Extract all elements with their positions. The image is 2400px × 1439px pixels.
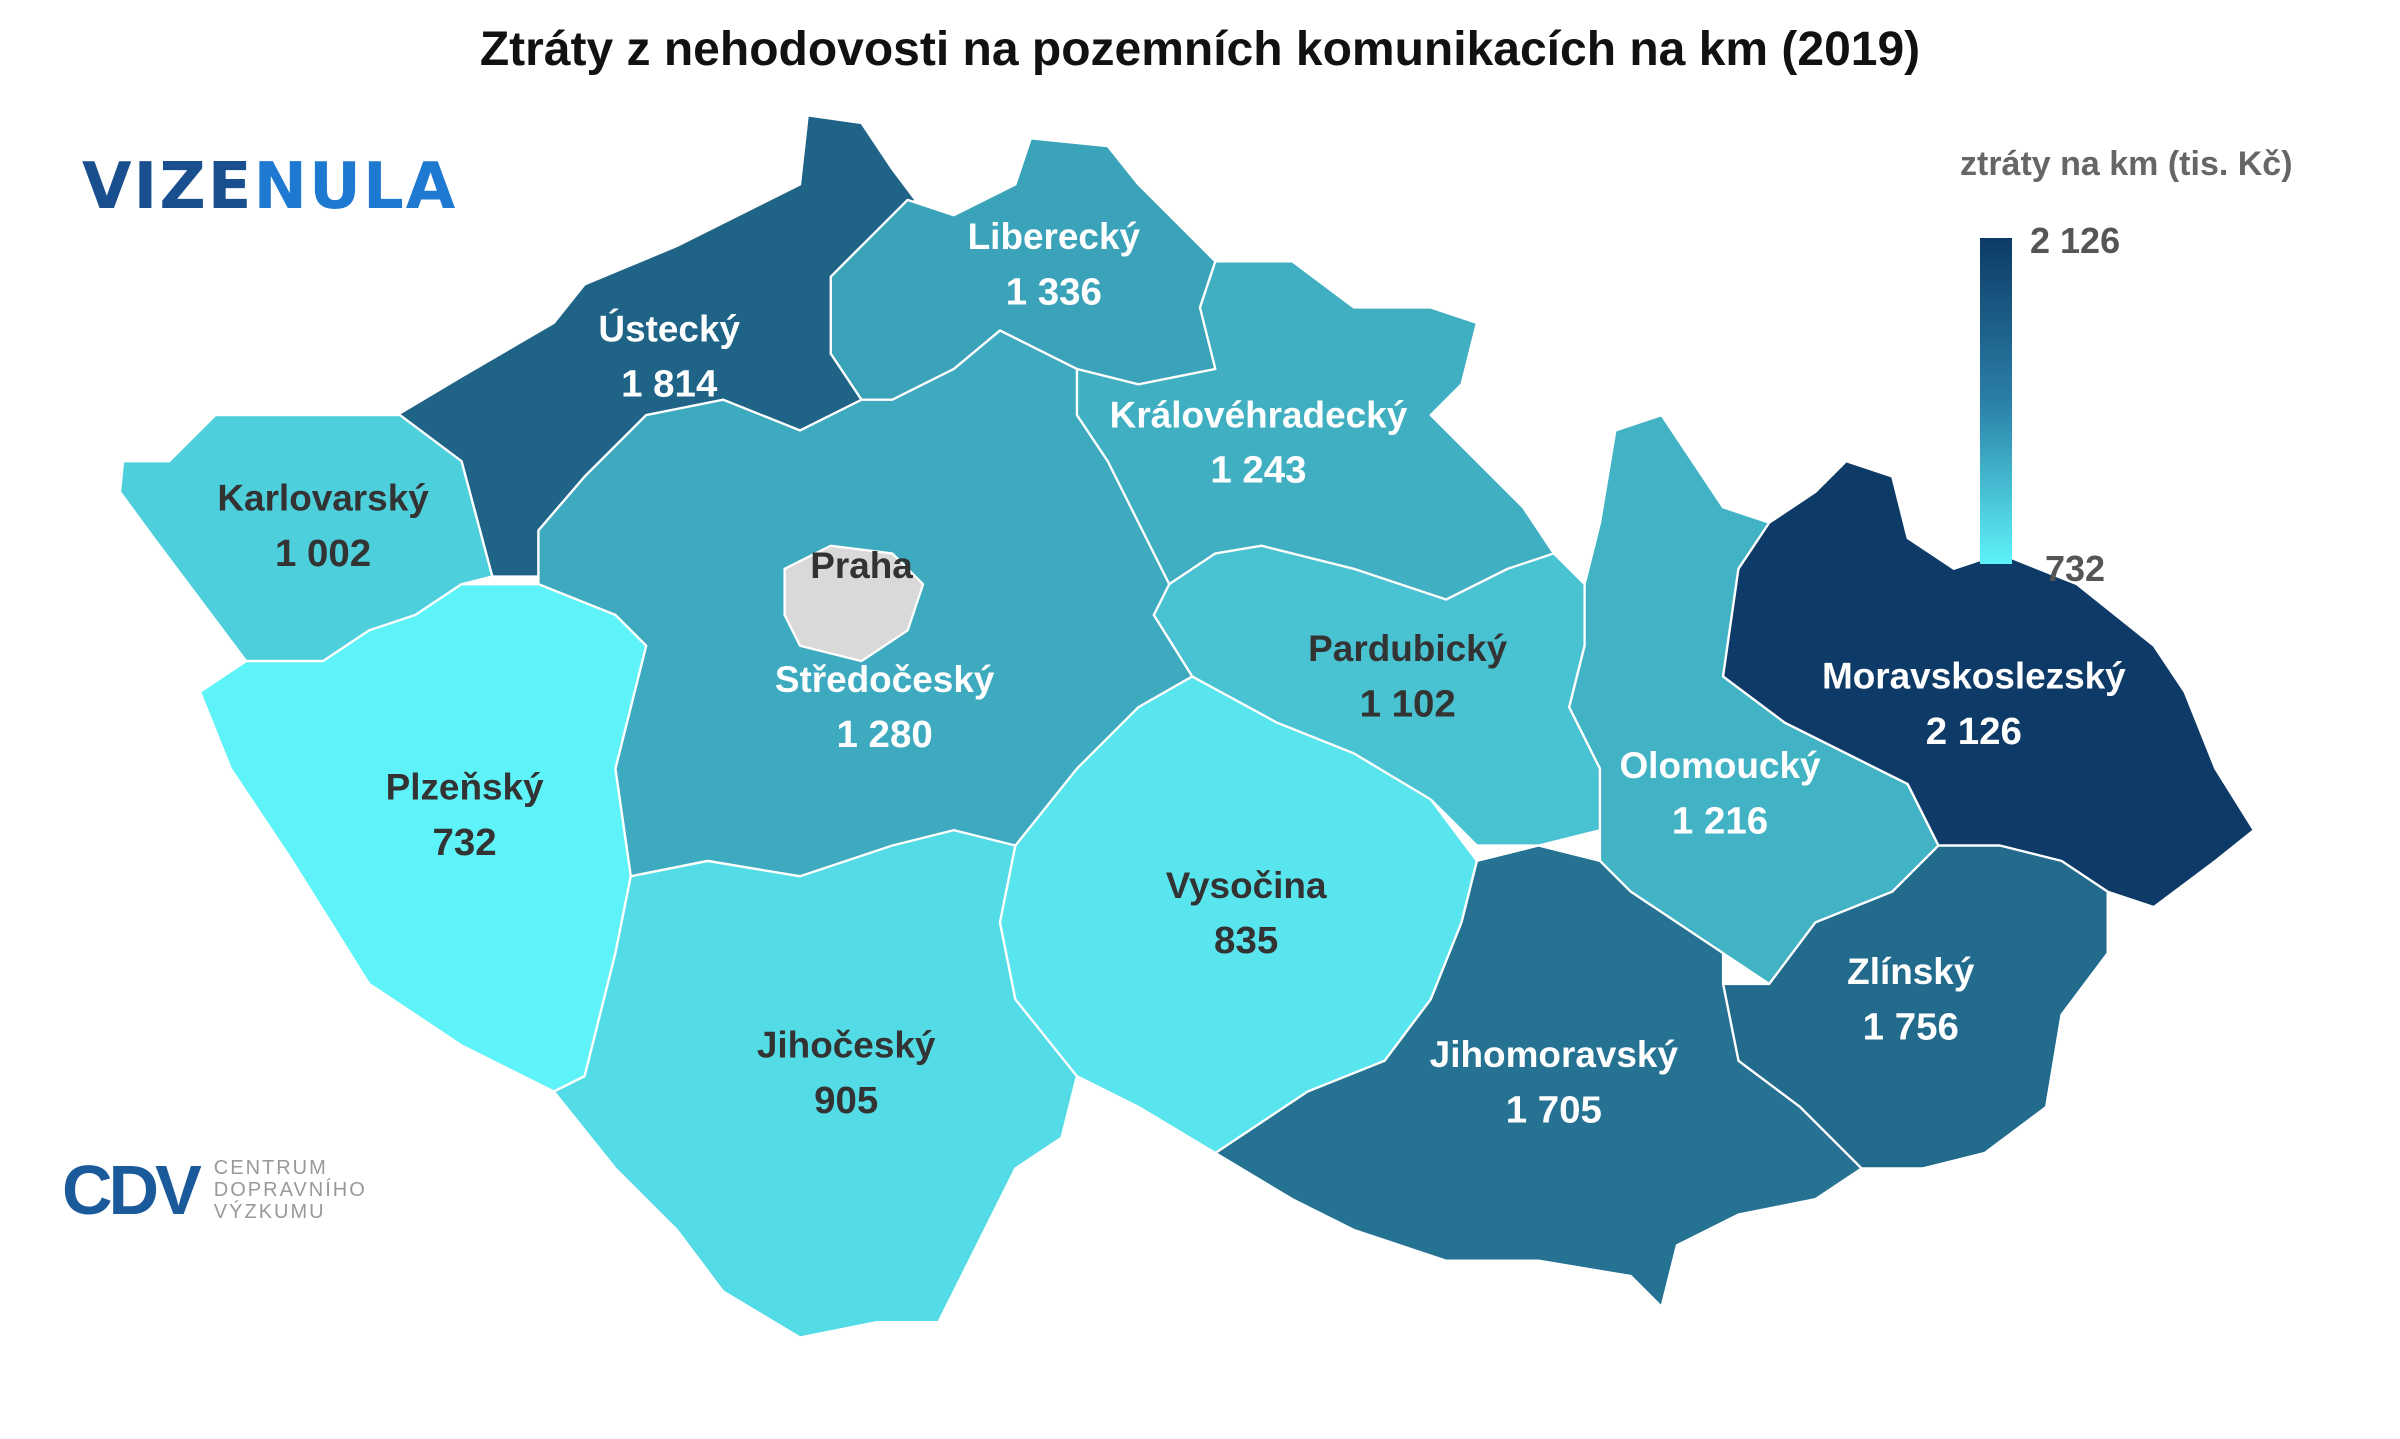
region-zlinsky-value: 1 756 xyxy=(1863,1005,1959,1048)
region-stredocesky-value: 1 280 xyxy=(836,713,932,756)
region-jihocesky xyxy=(552,829,1079,1339)
region-vysocina-name: Vysočina xyxy=(1166,865,1327,906)
region-plzensky-value: 732 xyxy=(433,821,497,864)
region-kralovehradecky-name: Královéhradecký xyxy=(1110,394,1408,435)
region-liberecky-value: 1 336 xyxy=(1006,270,1102,313)
region-jihomoravsky-value: 1 705 xyxy=(1506,1088,1602,1131)
region-pardubicky-name: Pardubický xyxy=(1308,628,1508,669)
region-jihocesky-name: Jihočeský xyxy=(757,1025,936,1066)
region-plzensky-name: Plzeňský xyxy=(386,766,544,807)
region-kralovehradecky-value: 1 243 xyxy=(1210,449,1306,492)
vize-nula-logo: VIZENULA xyxy=(82,150,458,224)
region-olomoucky-name: Olomoucký xyxy=(1619,745,1821,786)
region-moravskoslezsky xyxy=(1721,460,2255,909)
region-zlinsky-name: Zlínský xyxy=(1847,951,1975,992)
region-liberecky-name: Liberecký xyxy=(968,216,1141,257)
region-jihomoravsky xyxy=(1214,844,1863,1308)
region-ustecky-name: Ústecký xyxy=(598,307,740,349)
region-stredocesky-name: Středočeský xyxy=(775,659,995,700)
legend-color-scale xyxy=(1980,238,2012,564)
legend-title: ztráty na km (tis. Kč) xyxy=(1960,145,2293,183)
region-ustecky-value: 1 814 xyxy=(621,363,718,406)
cdv-logo: CDV CENTRUM DOPRAVNÍHO VÝZKUMU xyxy=(62,1151,367,1229)
region-jihocesky-value: 905 xyxy=(814,1079,878,1122)
region-pardubicky-value: 1 102 xyxy=(1360,682,1456,725)
map-title: Ztráty z nehodovosti na pozemních komuni… xyxy=(479,23,1921,76)
region-vysocina-value: 835 xyxy=(1214,919,1278,962)
region-moravskoslezsky-value: 2 126 xyxy=(1926,710,2022,753)
region-olomoucky-value: 1 216 xyxy=(1672,799,1768,842)
region-jihomoravsky-name: Jihomoravský xyxy=(1430,1034,1679,1075)
region-karlovarsky-value: 1 002 xyxy=(275,532,371,575)
region-praha-name: Praha xyxy=(810,545,913,586)
region-moravskoslezsky-name: Moravskoslezský xyxy=(1822,656,2126,697)
region-praha xyxy=(783,544,925,663)
legend-max-label: 2 126 xyxy=(2030,220,2121,261)
region-karlovarsky-name: Karlovarský xyxy=(217,477,429,518)
legend-min-label: 732 xyxy=(2045,548,2106,589)
region-plzensky xyxy=(198,583,648,1093)
